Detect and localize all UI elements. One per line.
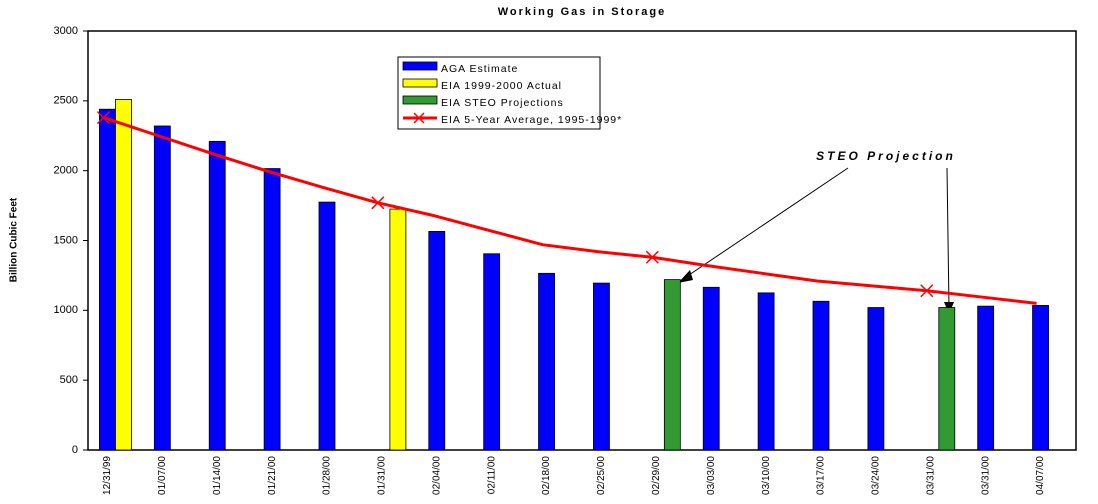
x-tick-label: 01/28/00 [322, 456, 333, 495]
x-tick-label: 03/31/00 [925, 456, 936, 495]
x-tick-label: 02/11/00 [486, 456, 497, 495]
bar [593, 282, 610, 451]
line-marker [371, 196, 385, 210]
legend-swatch [402, 61, 438, 71]
bar [115, 99, 132, 451]
bar [153, 125, 171, 451]
annotation-arrow [682, 167, 849, 280]
x-tick-label: 01/07/00 [157, 456, 168, 495]
legend-label: EIA 1999-2000 Actual [441, 80, 562, 92]
line-marker [920, 284, 934, 298]
bar [389, 208, 407, 451]
x-tick-label: 03/03/00 [706, 456, 717, 495]
bar [938, 307, 956, 451]
y-axis-label: Billion Cubic Feet [9, 197, 20, 282]
bar [318, 201, 336, 451]
legend-label: AGA Estimate [441, 63, 518, 75]
x-tick-label: 03/24/00 [871, 456, 882, 495]
x-tick-label: 02/25/00 [596, 456, 607, 495]
bar [1032, 305, 1049, 451]
legend-label: EIA STEO Projections [441, 97, 564, 109]
bar [663, 279, 681, 451]
bar [99, 108, 116, 451]
arrow-head [678, 270, 693, 283]
legend-swatch [402, 95, 438, 105]
line-marker [96, 111, 110, 125]
x-tick-label: 03/10/00 [761, 456, 772, 495]
y-tick-label: 500 [60, 374, 78, 386]
annotation-arrow [946, 167, 950, 309]
x-tick-label: 04/07/00 [1035, 456, 1046, 495]
bar [757, 292, 775, 451]
x-tick-label: 03/31/00 [980, 456, 991, 495]
x-tick-label: 02/18/00 [541, 456, 552, 495]
chart-title: Working Gas in Storage [498, 6, 667, 18]
bar [263, 168, 281, 451]
legend-label: EIA 5-Year Average, 1995-1999* [441, 114, 622, 126]
x-tick-label: 01/14/00 [212, 456, 223, 495]
y-tick-label: 0 [72, 444, 78, 456]
x-tick-label: 03/17/00 [816, 456, 827, 495]
bar [977, 305, 995, 451]
y-tick-label: 2500 [54, 95, 78, 107]
legend-swatch [402, 78, 438, 88]
x-tick-label: 01/21/00 [267, 456, 278, 495]
bar [812, 300, 830, 451]
x-tick-label: 12/31/99 [102, 456, 113, 495]
y-tick-label: 1000 [54, 304, 78, 316]
bar [208, 140, 226, 451]
y-tick-label: 1500 [54, 234, 78, 246]
x-tick-label: 02/04/00 [431, 456, 442, 495]
annotation: STEO Projection [816, 149, 956, 163]
legend-marker [413, 112, 425, 124]
y-tick-label: 2000 [54, 165, 78, 177]
line [102, 116, 1037, 305]
bar [867, 307, 885, 451]
bar [483, 253, 501, 451]
bar [428, 231, 446, 451]
bar [702, 286, 720, 451]
line-marker [645, 250, 659, 264]
x-tick-label: 02/29/00 [651, 456, 662, 495]
x-tick-label: 01/31/00 [377, 456, 388, 495]
bar [538, 272, 555, 451]
y-tick-label: 3000 [54, 25, 78, 37]
